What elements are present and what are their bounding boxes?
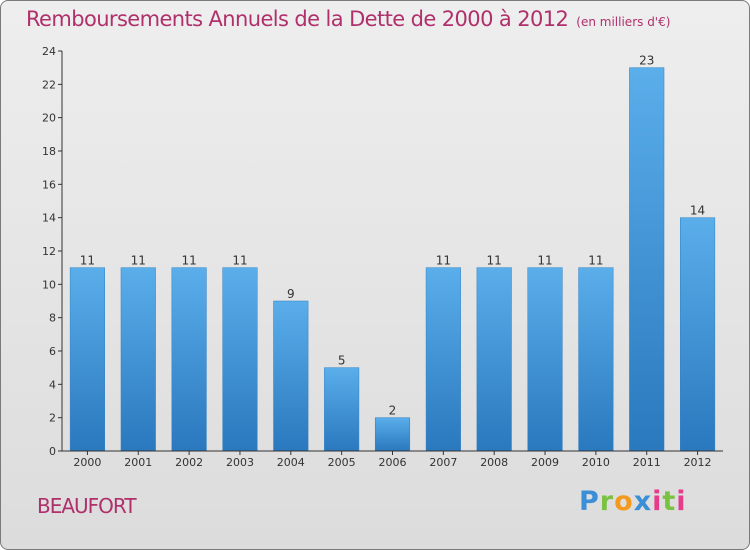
y-tick-label: 18 — [42, 145, 56, 158]
y-tick-label: 16 — [42, 178, 56, 191]
x-tick-label: 2003 — [226, 456, 254, 469]
y-tick-label: 24 — [42, 45, 56, 58]
x-tick-label: 2005 — [328, 456, 356, 469]
y-tick-label: 14 — [42, 212, 56, 225]
x-tick-label: 2009 — [531, 456, 559, 469]
bar-value-label: 11 — [537, 254, 552, 268]
bar-value-label: 11 — [232, 254, 247, 268]
town-name: BEAUFORT — [37, 494, 137, 518]
y-tick-label: 12 — [42, 245, 56, 258]
x-tick-label: 2012 — [684, 456, 712, 469]
bar — [527, 267, 563, 452]
y-tick-label: 6 — [49, 345, 56, 358]
y-tick-label: 10 — [42, 278, 56, 291]
bar-value-label: 11 — [181, 254, 196, 268]
x-tick-label: 2008 — [480, 456, 508, 469]
bar — [273, 300, 309, 452]
bar — [374, 417, 411, 452]
bar-value-label: 11 — [487, 254, 502, 268]
x-tick-label: 2007 — [429, 456, 457, 469]
x-tick-label: 2006 — [379, 456, 407, 469]
bar-value-label: 23 — [639, 54, 654, 68]
bar-value-label: 2 — [389, 404, 397, 418]
logo-letter: i — [676, 486, 687, 517]
logo-letter: o — [614, 486, 634, 517]
bar — [680, 217, 716, 452]
logo-letter: i — [652, 486, 663, 517]
y-tick-label: 20 — [42, 112, 56, 125]
bar-value-label: 11 — [436, 254, 451, 268]
x-tick-label: 2002 — [175, 456, 203, 469]
chart-title-main: Remboursements Annuels de la Dette de 20… — [26, 7, 569, 31]
bar — [171, 267, 207, 452]
proxiti-logo: Proxiti — [579, 486, 687, 517]
y-tick-label: 22 — [42, 78, 56, 91]
bar — [69, 267, 105, 452]
bar — [120, 267, 156, 452]
x-tick-label: 2000 — [73, 456, 101, 469]
bar-value-label: 11 — [131, 254, 146, 268]
y-tick-label: 8 — [49, 312, 56, 325]
logo-letter: P — [579, 486, 600, 517]
y-tick-label: 0 — [49, 445, 56, 458]
bar — [629, 67, 665, 452]
logo-letter: r — [599, 486, 615, 517]
x-tick-label: 2011 — [633, 456, 661, 469]
bar — [425, 267, 461, 452]
bar-value-label: 14 — [690, 204, 705, 218]
y-tick-label: 4 — [49, 378, 56, 391]
chart-title: Remboursements Annuels de la Dette de 20… — [26, 7, 670, 31]
x-tick-label: 2001 — [124, 456, 152, 469]
bar — [324, 367, 360, 452]
bar — [578, 267, 614, 452]
y-tick-label: 2 — [49, 412, 56, 425]
x-tick-label: 2004 — [277, 456, 305, 469]
x-tick-label: 2010 — [582, 456, 610, 469]
logo-letter: t — [662, 486, 677, 517]
bar-value-label: 5 — [338, 354, 346, 368]
bar-value-label: 9 — [287, 287, 295, 301]
chart-subtitle: (en milliers d'€) — [576, 15, 671, 29]
bar — [222, 267, 258, 452]
bar-value-label: 11 — [80, 254, 95, 268]
bar-value-label: 11 — [588, 254, 603, 268]
bar — [476, 267, 512, 452]
logo-letter: x — [633, 486, 653, 517]
